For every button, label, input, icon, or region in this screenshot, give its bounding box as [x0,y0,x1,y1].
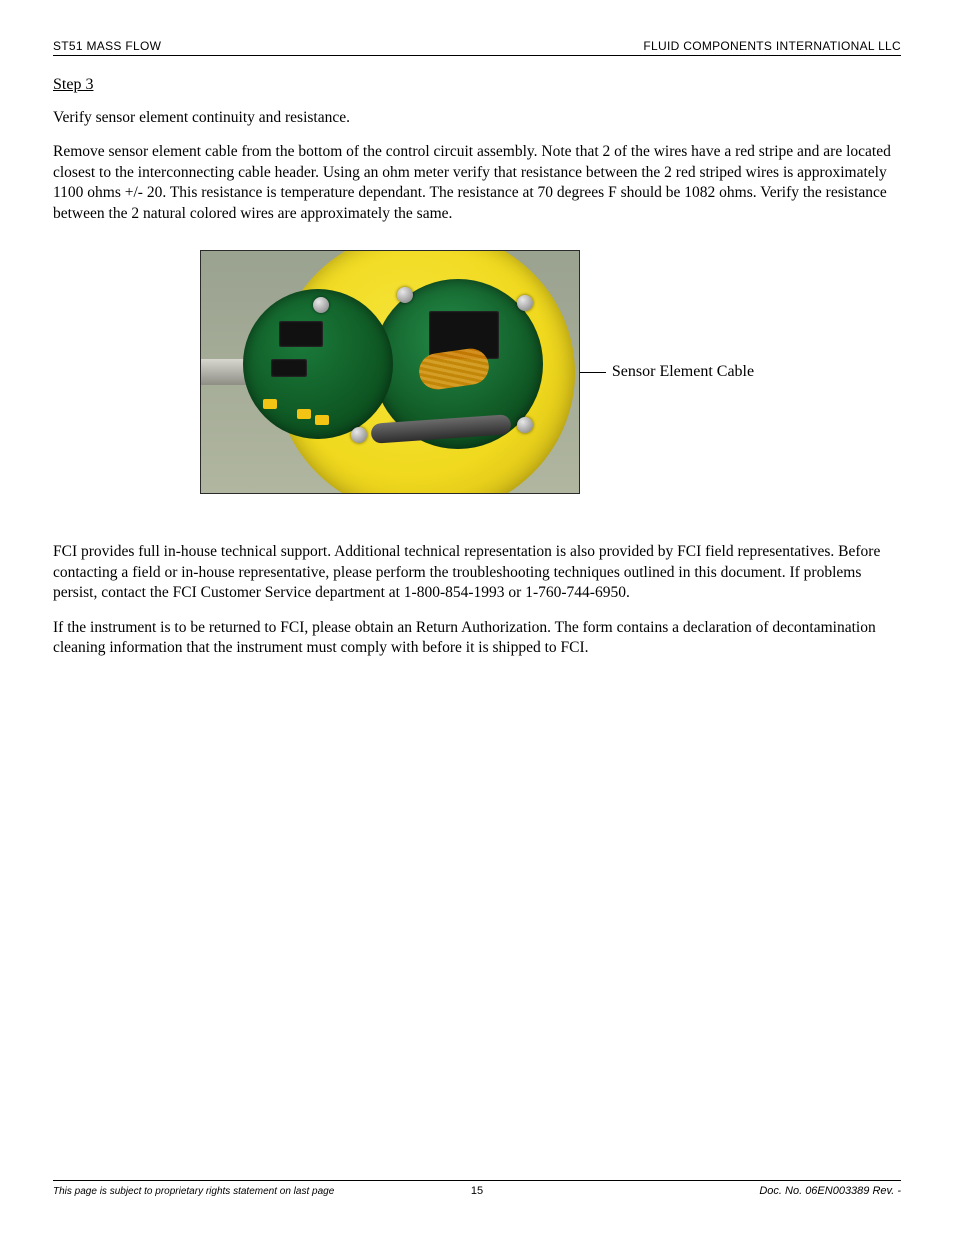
ic-chip [271,359,307,377]
step-body: Remove sensor element cable from the bot… [53,142,901,224]
capacitor [263,399,277,409]
footer-page-number: 15 [471,1185,483,1197]
header-left: ST51 MASS FLOW [53,39,161,53]
footer-doc-number: Doc. No. 06EN003389 Rev. - [759,1185,901,1197]
figure-inner: Sensor Element Cable [200,250,754,494]
support-p2: If the instrument is to be returned to F… [53,618,901,659]
step-title: Step 3 [53,76,901,94]
figure: Sensor Element Cable [53,250,901,494]
page-header: ST51 MASS FLOW FLUID COMPONENTS INTERNAT… [53,39,901,56]
header-right: FLUID COMPONENTS INTERNATIONAL LLC [643,39,901,53]
support-p1: FCI provides full in-house technical sup… [53,542,901,603]
step-intro: Verify sensor element continuity and res… [53,108,901,128]
page-footer: This page is subject to proprietary righ… [53,1180,901,1197]
footer-left: This page is subject to proprietary righ… [53,1186,334,1197]
circuit-photo [200,250,580,494]
capacitor [315,415,329,425]
callout-label: Sensor Element Cable [612,363,754,381]
callout-leader [578,372,606,373]
ic-chip [279,321,323,347]
capacitor [297,409,311,419]
